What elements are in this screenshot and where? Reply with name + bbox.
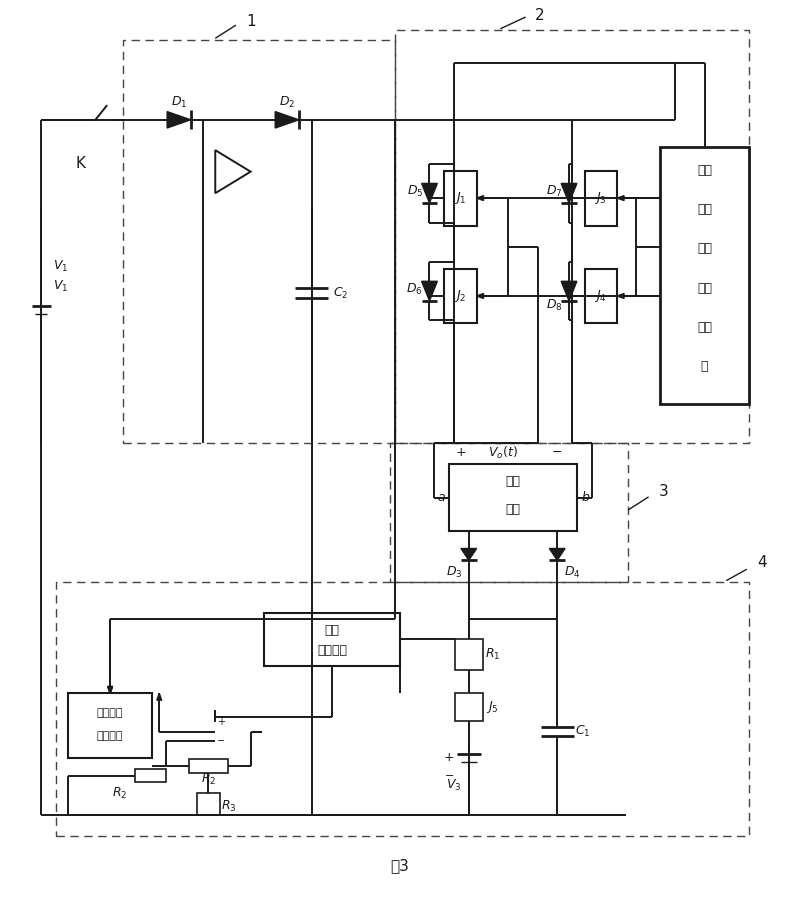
Polygon shape: [422, 183, 438, 203]
Bar: [449, 464, 577, 531]
Text: 电压电路: 电压电路: [317, 644, 347, 656]
Text: +: +: [456, 446, 466, 459]
Text: $D_2$: $D_2$: [279, 94, 295, 110]
Bar: [585, 171, 617, 225]
Text: $J_2$: $J_2$: [454, 288, 466, 304]
Text: $J_5$: $J_5$: [486, 699, 498, 715]
Text: 2: 2: [534, 7, 544, 22]
Text: $V_1$: $V_1$: [54, 278, 69, 294]
Text: $J_1$: $J_1$: [454, 190, 466, 207]
Text: 制电: 制电: [697, 321, 712, 334]
Polygon shape: [550, 549, 565, 560]
Text: $D_6$: $D_6$: [406, 282, 423, 296]
Polygon shape: [617, 196, 624, 200]
Text: +: +: [217, 717, 225, 726]
Text: $D_7$: $D_7$: [546, 184, 562, 198]
Text: $D_1$: $D_1$: [170, 94, 187, 110]
Bar: [264, 613, 400, 666]
Text: 电子开关: 电子开关: [97, 708, 123, 718]
Bar: [123, 40, 395, 443]
Text: 双极: 双极: [697, 164, 712, 177]
Text: a: a: [438, 491, 445, 504]
Polygon shape: [617, 294, 624, 298]
Text: 负载: 负载: [506, 503, 521, 515]
Text: $R_2$: $R_2$: [201, 772, 216, 787]
Bar: [189, 759, 228, 772]
Polygon shape: [108, 686, 113, 693]
Text: 基准: 基准: [325, 624, 340, 638]
Text: $V_1$: $V_1$: [54, 259, 69, 274]
Polygon shape: [477, 294, 483, 298]
Text: $R_2$: $R_2$: [112, 786, 127, 801]
Text: −: −: [445, 770, 454, 780]
Text: $V_3$: $V_3$: [446, 778, 462, 793]
Text: −: −: [217, 736, 226, 746]
Text: 驱动电路: 驱动电路: [97, 731, 123, 742]
Text: $R_1$: $R_1$: [485, 647, 500, 662]
Polygon shape: [561, 183, 577, 203]
Bar: [395, 30, 749, 443]
Text: 1: 1: [246, 14, 255, 30]
Polygon shape: [477, 196, 483, 200]
Text: $D_4$: $D_4$: [564, 565, 580, 579]
Bar: [390, 443, 628, 582]
Text: 4: 4: [757, 555, 766, 569]
Bar: [660, 147, 749, 403]
Bar: [455, 638, 482, 670]
Text: $C_2$: $C_2$: [334, 286, 349, 301]
Text: $C_1$: $C_1$: [575, 724, 590, 739]
Text: b: b: [582, 491, 590, 504]
Text: $R_3$: $R_3$: [222, 799, 237, 814]
Bar: [134, 769, 166, 782]
Text: $D_3$: $D_3$: [446, 565, 462, 579]
Text: 图3: 图3: [390, 858, 410, 873]
Text: 路: 路: [701, 360, 708, 373]
Text: $J_4$: $J_4$: [594, 288, 607, 304]
Bar: [455, 693, 482, 721]
Text: 流控: 流控: [697, 282, 712, 295]
Text: K: K: [76, 156, 86, 172]
Polygon shape: [167, 111, 190, 128]
Text: $J_3$: $J_3$: [594, 190, 606, 207]
Text: −: −: [552, 446, 562, 459]
Bar: [444, 269, 477, 323]
Text: +: +: [444, 752, 454, 764]
Polygon shape: [275, 111, 298, 128]
Text: 3: 3: [658, 484, 668, 499]
Text: $D_8$: $D_8$: [546, 298, 562, 313]
Text: $D_5$: $D_5$: [406, 184, 423, 198]
Bar: [56, 582, 749, 836]
Bar: [197, 793, 220, 814]
Text: 感性: 感性: [506, 475, 521, 489]
Polygon shape: [157, 693, 162, 700]
Polygon shape: [422, 281, 438, 301]
Bar: [444, 171, 477, 225]
Text: 冲电: 冲电: [697, 242, 712, 256]
Text: $V_o(t)$: $V_o(t)$: [488, 445, 518, 461]
Polygon shape: [461, 549, 477, 560]
Bar: [68, 693, 152, 758]
Bar: [585, 269, 617, 323]
Polygon shape: [561, 281, 577, 301]
Polygon shape: [108, 686, 113, 693]
Text: 性脉: 性脉: [697, 203, 712, 216]
